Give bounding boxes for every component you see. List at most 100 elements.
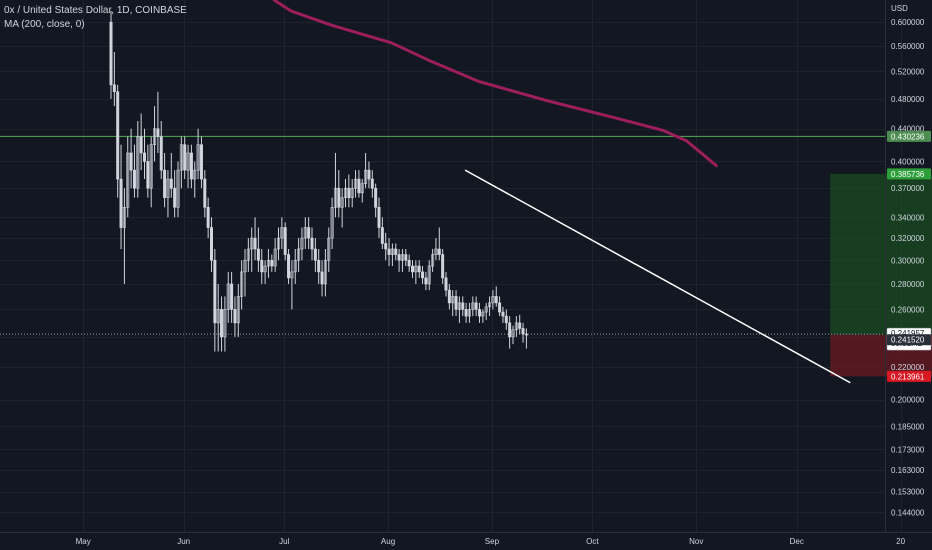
y-axis-tick-label: 0.560000 bbox=[891, 42, 925, 51]
y-axis-unit: USD bbox=[891, 4, 908, 13]
candle-body bbox=[508, 322, 512, 338]
stop-price-tag-box bbox=[887, 370, 931, 382]
candle-body bbox=[143, 152, 147, 162]
candle-body bbox=[179, 144, 183, 171]
candle-body bbox=[109, 21, 113, 86]
candle-body bbox=[464, 309, 468, 317]
candle-body bbox=[404, 254, 408, 261]
candle-body bbox=[260, 259, 264, 273]
candle-body bbox=[273, 248, 277, 267]
x-axis-tick-label: Nov bbox=[689, 537, 703, 546]
candle-body bbox=[266, 259, 270, 267]
candle-body bbox=[159, 136, 163, 171]
candle-body bbox=[223, 309, 227, 338]
candle-body bbox=[136, 136, 140, 189]
candle-body bbox=[126, 152, 130, 208]
x-axis[interactable]: May Jun Jul Aug Sep Oct Nov Dec 20 bbox=[76, 537, 906, 546]
candle-body bbox=[236, 296, 240, 324]
candle-body bbox=[491, 296, 495, 304]
candle-body bbox=[313, 248, 317, 261]
y-axis-tick-label: 0.144000 bbox=[891, 508, 925, 517]
candle-body bbox=[173, 187, 177, 208]
y-axis-tick-label: 0.220000 bbox=[891, 363, 925, 372]
trend-line[interactable] bbox=[464, 169, 851, 384]
candle-body bbox=[374, 187, 378, 208]
candle-body bbox=[461, 302, 465, 310]
candle-body bbox=[166, 178, 170, 198]
candle-body bbox=[250, 237, 254, 250]
candle-body bbox=[320, 271, 324, 285]
candle-body bbox=[287, 254, 291, 279]
candle-body bbox=[293, 259, 297, 273]
target-price-tag-box bbox=[887, 168, 931, 180]
candle-body bbox=[213, 259, 217, 324]
candle-body bbox=[276, 237, 280, 250]
y-axis-tick-label: 0.153000 bbox=[891, 488, 925, 497]
candle-body bbox=[384, 243, 388, 250]
candle-body bbox=[303, 227, 307, 239]
candle-body bbox=[330, 207, 334, 239]
candle-body bbox=[410, 265, 414, 273]
candle-body bbox=[337, 187, 341, 208]
candle-body bbox=[367, 169, 371, 180]
x-axis-tick-label: Jun bbox=[177, 537, 190, 546]
candle-body bbox=[246, 248, 250, 261]
y-axis-tick-label: 0.300000 bbox=[891, 256, 925, 265]
candle-body bbox=[307, 227, 311, 239]
candle-body bbox=[467, 309, 471, 317]
entry-price-tag-box bbox=[887, 334, 931, 346]
candle-body bbox=[370, 178, 374, 189]
candle-body bbox=[498, 302, 502, 313]
candle-body bbox=[226, 283, 230, 310]
candle-body bbox=[270, 259, 274, 267]
candle-body bbox=[400, 254, 404, 261]
candle-body bbox=[116, 91, 120, 180]
candle-body bbox=[196, 144, 200, 171]
candle-body bbox=[427, 265, 431, 285]
y-axis-tick-label: 0.163000 bbox=[891, 466, 925, 475]
symbol-title[interactable]: 0x / United States Dollar, 1D, COINBASE bbox=[4, 5, 187, 16]
candle-body bbox=[220, 309, 224, 338]
candle-body bbox=[146, 161, 150, 189]
candle-body bbox=[112, 84, 116, 93]
candle-body bbox=[156, 128, 160, 137]
candle-body bbox=[481, 311, 485, 317]
indicator-label[interactable]: MA (200, close, 0) bbox=[4, 19, 85, 30]
candle-body bbox=[380, 227, 384, 244]
current-price-label: 0.241957 bbox=[891, 329, 925, 338]
y-axis-tick-label: 0.400000 bbox=[891, 157, 925, 166]
candle-body bbox=[424, 277, 428, 285]
candle-body bbox=[521, 328, 525, 335]
candle-body bbox=[471, 302, 475, 310]
candle-body bbox=[280, 227, 284, 239]
candlestick-series bbox=[109, 10, 528, 352]
candle-body bbox=[283, 227, 287, 255]
candle-body bbox=[163, 169, 167, 198]
candle-body bbox=[132, 169, 136, 189]
y-axis[interactable]: 0.600000 0.560000 0.520000 0.480000 0.440000… bbox=[891, 18, 925, 517]
candle-body bbox=[451, 296, 455, 304]
candle-body bbox=[189, 152, 193, 180]
x-axis-tick-label: May bbox=[76, 537, 91, 546]
candle-body bbox=[300, 237, 304, 250]
support-price-tag-label: 0.430236 bbox=[891, 132, 925, 141]
candle-body bbox=[203, 178, 207, 208]
position-zones[interactable] bbox=[830, 173, 932, 377]
profit-zone[interactable] bbox=[830, 173, 932, 335]
candle-body bbox=[216, 309, 220, 324]
candle-body bbox=[149, 144, 153, 189]
y-axis-tick-label: 0.280000 bbox=[891, 280, 925, 289]
candle-body bbox=[350, 187, 354, 198]
candle-body bbox=[387, 248, 391, 255]
candle-body bbox=[343, 187, 347, 198]
candle-body bbox=[441, 254, 445, 279]
candle-body bbox=[193, 169, 197, 180]
candle-body bbox=[394, 248, 398, 255]
x-axis-tick-label: Dec bbox=[790, 537, 804, 546]
entry-price-tag-label: 0.241520 bbox=[891, 336, 925, 345]
y-axis-tick-label: 0.320000 bbox=[891, 234, 925, 243]
support-price-tag-box bbox=[887, 130, 931, 142]
moving-average-line bbox=[272, 0, 718, 168]
candle-body bbox=[514, 322, 518, 331]
